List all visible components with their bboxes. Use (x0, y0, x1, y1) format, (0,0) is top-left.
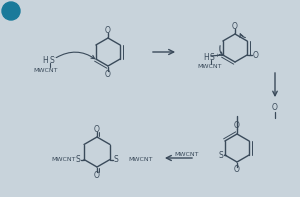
Text: O: O (234, 165, 240, 175)
Text: s1: s1 (6, 7, 16, 16)
Text: MWCNT: MWCNT (52, 157, 76, 162)
Text: O: O (94, 125, 100, 134)
Text: +: + (214, 52, 219, 58)
Text: O: O (272, 102, 278, 112)
Text: S: S (49, 56, 54, 64)
Text: ··: ·· (53, 56, 57, 60)
Text: MWCNT: MWCNT (198, 64, 222, 70)
Text: O: O (252, 50, 258, 59)
Text: O: O (105, 25, 111, 34)
Text: S: S (114, 155, 119, 164)
Text: H: H (203, 52, 209, 61)
Text: S: S (75, 155, 80, 164)
Text: O: O (232, 21, 238, 31)
Text: H: H (42, 56, 48, 64)
Text: MWCNT: MWCNT (34, 68, 58, 72)
Text: S: S (210, 52, 214, 61)
Circle shape (2, 2, 20, 20)
Text: O: O (105, 70, 111, 78)
Text: O: O (94, 170, 100, 179)
Text: MWCNT: MWCNT (128, 157, 152, 162)
Text: O: O (234, 122, 240, 130)
Text: S: S (218, 151, 223, 160)
Text: MWCNT: MWCNT (174, 152, 199, 157)
